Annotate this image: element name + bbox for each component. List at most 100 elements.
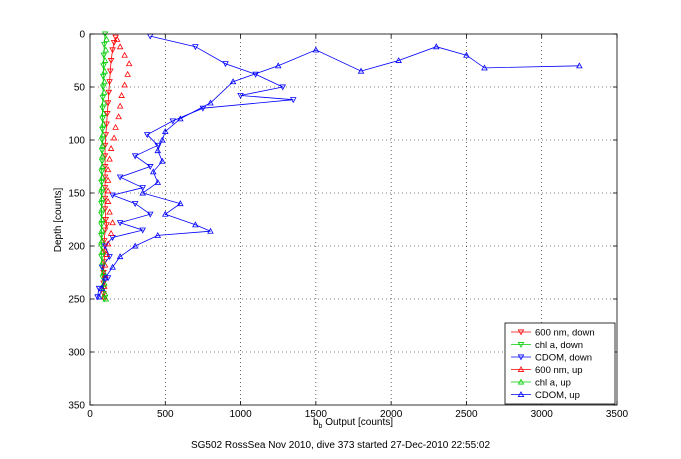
- x-tick-label: 1500: [305, 409, 328, 420]
- series-line: [98, 46, 580, 298]
- data-point: [99, 73, 107, 80]
- data-point: [99, 116, 106, 123]
- data-point: [101, 261, 109, 268]
- data-point: [118, 92, 125, 98]
- data-point: [146, 211, 154, 218]
- data-point: [110, 134, 118, 141]
- data-point: [162, 128, 169, 134]
- data-point: [116, 253, 124, 260]
- data-point: [106, 155, 113, 162]
- data-point: [105, 89, 113, 96]
- legend-label: 600 nm, up: [535, 365, 583, 376]
- x-tick-label: 2500: [455, 409, 478, 420]
- data-point: [116, 220, 124, 227]
- x-axis-label-text: Output [counts]: [322, 417, 393, 428]
- data-point: [98, 237, 106, 244]
- series-6: [95, 43, 583, 300]
- data-point: [100, 269, 107, 275]
- data-point: [139, 227, 146, 234]
- data-point: [102, 295, 110, 302]
- legend-marker: [517, 391, 525, 397]
- data-point: [116, 174, 124, 181]
- series-line: [97, 35, 294, 297]
- y-tick-label: 100: [68, 136, 85, 147]
- data-point: [99, 131, 107, 138]
- data-point: [101, 238, 108, 245]
- data-point: [154, 147, 162, 154]
- data-point: [104, 176, 112, 183]
- data-point: [109, 219, 116, 226]
- data-point: [395, 57, 402, 63]
- data-point: [100, 110, 107, 116]
- series-3: [94, 33, 297, 301]
- data-point: [101, 42, 108, 49]
- data-point: [109, 192, 116, 199]
- data-point: [100, 88, 108, 95]
- x-axis-label: bb Output [counts]: [313, 417, 393, 430]
- legend-label: CDOM, down: [535, 353, 592, 364]
- data-point: [98, 148, 106, 155]
- data-point: [98, 184, 106, 191]
- data-point: [98, 243, 105, 250]
- y-tick-label: 200: [68, 242, 85, 253]
- data-point: [107, 145, 115, 151]
- legend-label: 600 nm, down: [535, 328, 595, 339]
- data-point: [104, 111, 111, 117]
- data-point: [113, 35, 121, 42]
- legend-marker: [517, 366, 525, 372]
- data-point: [481, 64, 488, 71]
- x-tick-label: 3500: [606, 409, 629, 420]
- data-point: [274, 62, 282, 69]
- data-point: [101, 78, 108, 85]
- plot-frame: [89, 33, 618, 406]
- data-point: [143, 132, 151, 139]
- x-tick-label: 3000: [531, 409, 554, 420]
- data-point: [99, 152, 106, 159]
- legend-marker: [517, 354, 525, 361]
- data-point: [104, 240, 112, 247]
- data-point: [106, 208, 113, 215]
- data-point: [99, 163, 106, 169]
- data-point: [115, 113, 122, 120]
- legend-entry: chl a, down: [511, 340, 583, 351]
- data-point: [99, 84, 107, 91]
- legend-marker: [517, 329, 525, 336]
- data-point: [99, 120, 107, 127]
- legend-entry: 600 nm, down: [511, 328, 595, 339]
- data-point: [98, 169, 106, 176]
- data-point: [99, 258, 107, 265]
- data-point: [312, 46, 320, 53]
- data-point: [101, 57, 109, 63]
- legend-marker: [517, 342, 525, 348]
- data-point: [110, 40, 118, 46]
- data-point: [100, 52, 108, 59]
- data-point: [131, 153, 139, 160]
- data-point: [131, 242, 139, 249]
- x-axis-label-symbol: b: [313, 417, 319, 428]
- data-point: [98, 137, 106, 144]
- x-tick-label: 2000: [380, 409, 403, 420]
- data-point: [139, 189, 146, 196]
- data-point: [101, 290, 109, 297]
- x-tick-label: 1000: [229, 409, 252, 420]
- legend-marker: [517, 378, 525, 385]
- data-point: [109, 47, 116, 54]
- data-point: [192, 221, 199, 228]
- data-point: [104, 198, 112, 204]
- data-point: [289, 97, 297, 104]
- data-point: [177, 115, 184, 122]
- data-point: [207, 227, 214, 234]
- data-point: [102, 46, 110, 53]
- data-point: [104, 187, 112, 194]
- data-point: [154, 142, 162, 149]
- data-point: [98, 205, 106, 212]
- data-point: [98, 232, 105, 239]
- data-point: [222, 61, 229, 68]
- data-point: [98, 226, 106, 233]
- data-point: [98, 222, 105, 229]
- data-point: [107, 58, 115, 64]
- data-point: [139, 185, 146, 192]
- data-point: [158, 136, 166, 143]
